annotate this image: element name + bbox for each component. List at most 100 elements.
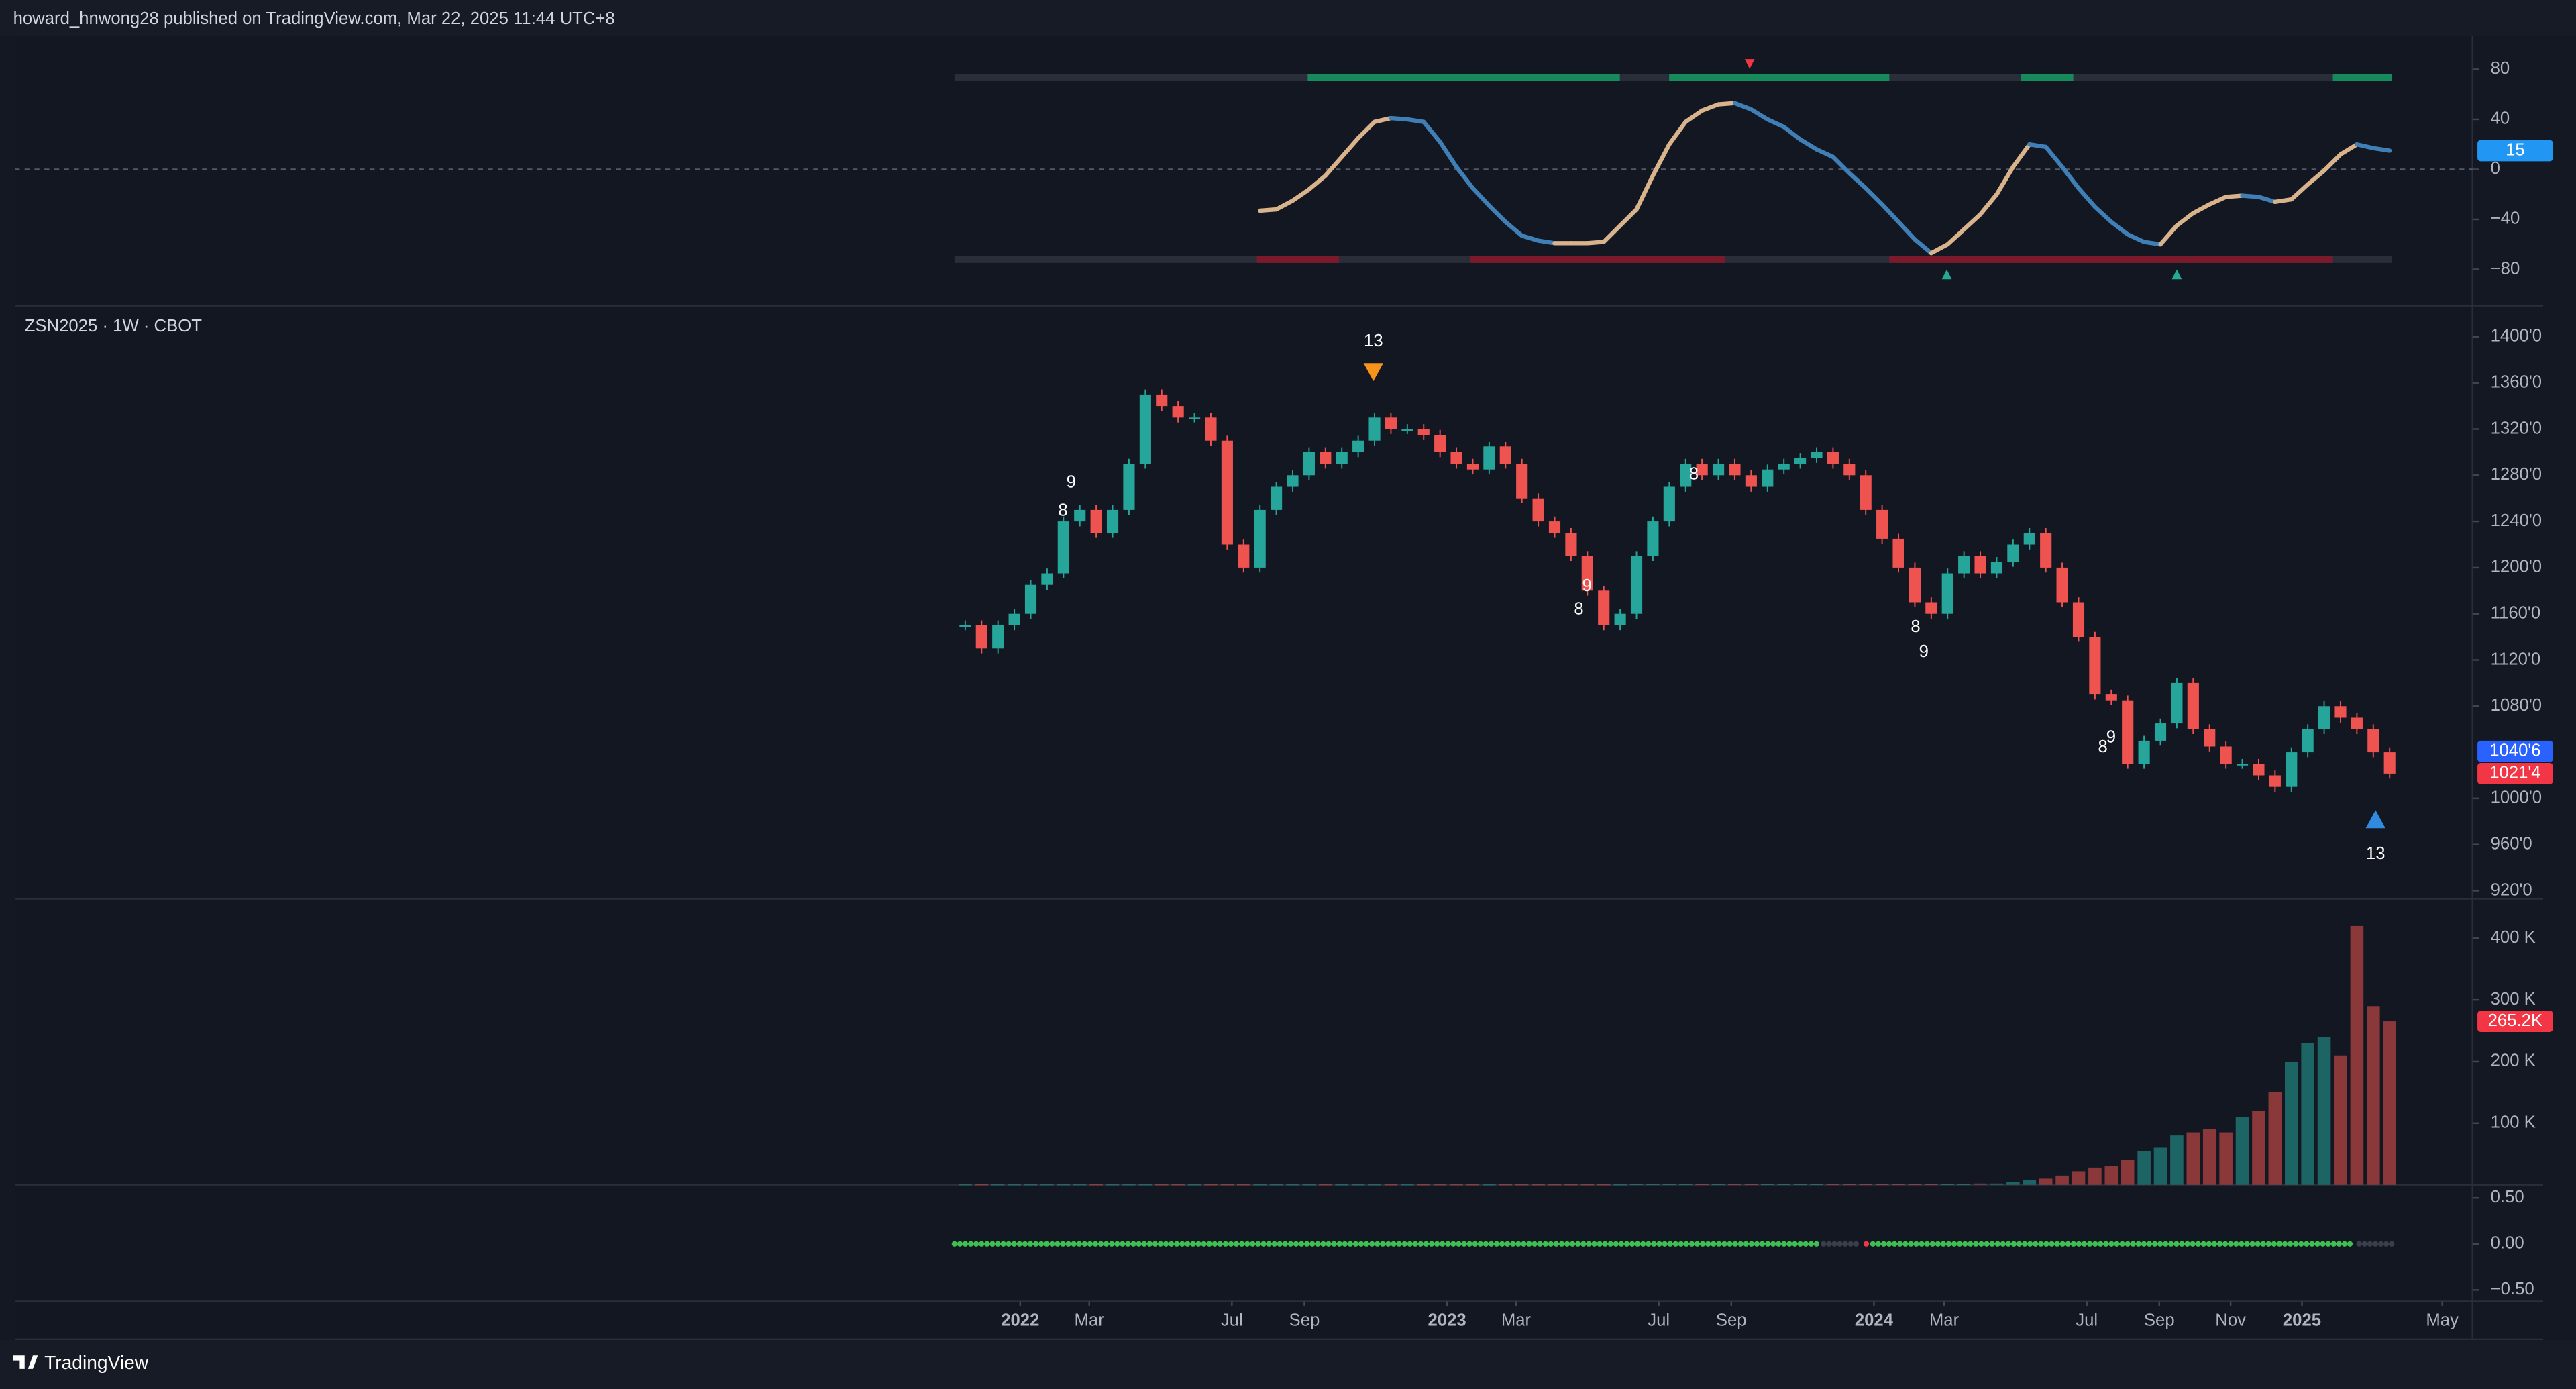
y-tick-label: 0.50 [2491, 1188, 2524, 1206]
y-tick-label: 400 K [2491, 928, 2536, 947]
candle [1368, 417, 1381, 441]
price-badge-label: 15 [2506, 140, 2525, 159]
y-tick-label: 1080'0 [2491, 696, 2542, 715]
x-tick-label: 2025 [2283, 1311, 2321, 1330]
oscillator-segment [2059, 164, 2081, 191]
oscillator-segment [2174, 211, 2196, 228]
x-tick-label: 2024 [1855, 1311, 1894, 1330]
y-tick-label: 1000'0 [2491, 788, 2542, 807]
y-tick-label: 80 [2491, 59, 2510, 78]
x-tick-label: Sep [1716, 1311, 1747, 1330]
x-tick-label: Sep [2144, 1311, 2175, 1330]
x-tick-label: 2023 [1428, 1311, 1466, 1330]
candle [1483, 446, 1495, 470]
volume-bar [1908, 1184, 1922, 1185]
volume-bar [1040, 1184, 1054, 1186]
volume-bar [2367, 1006, 2380, 1185]
oscillator-segment [1847, 170, 1868, 191]
volume-bar [1204, 1184, 1218, 1186]
volume-bar [1417, 1184, 1431, 1186]
candle [2171, 682, 2183, 724]
oscillator-segment [2207, 195, 2229, 207]
oscillator-segment [1864, 186, 1884, 207]
y-tick-label: −80 [2491, 259, 2520, 278]
volume-bar [2072, 1171, 2086, 1185]
oscillator-segment [1307, 173, 1328, 192]
candle [1106, 509, 1119, 533]
volume-bar [991, 1184, 1005, 1186]
volume-bar [1744, 1184, 1758, 1185]
oscillator-segment [1323, 154, 1344, 178]
volume-bar [1286, 1184, 1299, 1186]
volume-bar [1629, 1184, 1644, 1185]
oscillator-segment [1814, 147, 1835, 159]
candle [1008, 613, 1020, 625]
price-badge [2477, 740, 2553, 762]
volume-bar [1384, 1184, 1398, 1186]
candle [1123, 464, 1135, 510]
td-count: 9 [1067, 473, 1076, 492]
candle [2154, 723, 2167, 741]
volume-bar [959, 1184, 972, 1186]
volume-bar [1532, 1184, 1545, 1186]
candle [2334, 706, 2347, 718]
oscillator-segment [1585, 240, 1606, 246]
candle [2204, 729, 2216, 747]
volume-bar [2383, 1021, 2396, 1185]
x-tick-label: 2022 [1001, 1311, 1039, 1330]
candle [1892, 538, 1904, 568]
candle [1680, 464, 1692, 487]
oscillator-segment [1470, 186, 1492, 208]
volume-bar [1941, 1184, 1955, 1185]
signal-triangle [2171, 269, 2182, 280]
td-count: 8 [1574, 599, 1583, 618]
candle [1466, 464, 1479, 470]
volume-bar [1236, 1184, 1250, 1186]
price-axis: 80 40 0 −40 −80 1400'0 1360'0 1320'0 1280'0 1240'… [2472, 59, 2542, 1298]
y-tick-label: 1280'0 [2491, 465, 2542, 484]
oscillator-segment [1798, 137, 1819, 152]
x-tick-label: May [2426, 1311, 2459, 1330]
volume-bar [1024, 1184, 1038, 1186]
candle [1941, 573, 1953, 614]
volume-bar [1073, 1184, 1087, 1186]
oscillator-segment [1340, 136, 1360, 159]
volume-bar [2350, 925, 2364, 1185]
candle [1385, 417, 1397, 429]
y-tick-label: 1320'0 [2491, 419, 2542, 438]
price-badge-label: 1040'6 [2489, 741, 2540, 760]
volume-bars [959, 925, 2396, 1186]
volume-bar [2137, 1151, 2151, 1185]
symbol-label: ZSN2025 · 1W · CBOT [25, 317, 203, 336]
oscillator-segment [2191, 202, 2212, 215]
volume-bar [2088, 1167, 2102, 1185]
oscillator-segment [1617, 207, 1639, 228]
oscillator-segment [1454, 164, 1475, 191]
y-tick-label: −0.50 [2491, 1280, 2534, 1298]
price-badge-label: 265.2K [2488, 1011, 2542, 1030]
candle [2187, 682, 2199, 729]
volume-bar [1335, 1184, 1349, 1186]
candle [1990, 562, 2003, 574]
candle [1041, 573, 1053, 585]
x-tick-label: Mar [1075, 1311, 1105, 1330]
oscillator-segment [1962, 212, 1983, 232]
candle [2220, 746, 2232, 764]
candle [2023, 533, 2035, 545]
candle [2105, 694, 2117, 701]
oscillator-segment [2256, 195, 2277, 205]
volume-bar [1892, 1184, 1905, 1185]
oscillator-segment [2240, 193, 2261, 199]
candle [1417, 429, 1430, 435]
candle [2269, 775, 2281, 787]
volume-bar [1597, 1184, 1611, 1186]
volume-bar [1089, 1184, 1103, 1186]
price-badge [2477, 1011, 2553, 1032]
volume-bar [2055, 1175, 2069, 1185]
header-bar [0, 0, 2576, 36]
volume-bar [1957, 1184, 1971, 1185]
candle [1057, 521, 1069, 574]
candle [1925, 602, 1937, 614]
volume-bar [2284, 1061, 2298, 1185]
